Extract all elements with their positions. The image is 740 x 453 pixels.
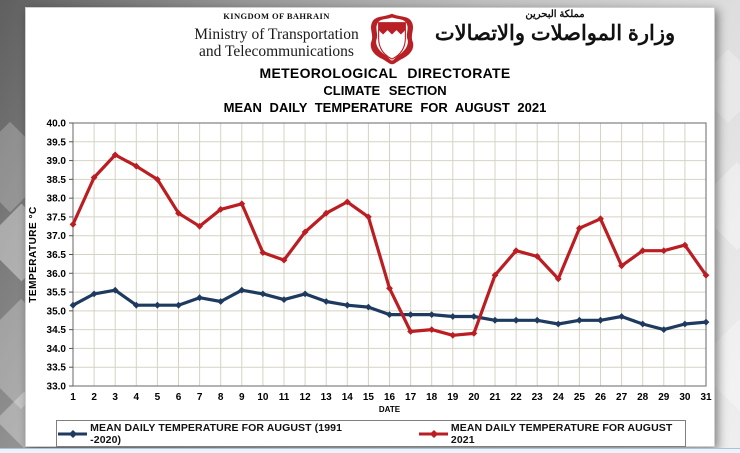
svg-text:39.0: 39.0 [47,156,67,167]
title-directorate: METEOROLOGICAL DIRECTORATE [259,65,511,81]
svg-text:24: 24 [553,392,565,403]
svg-text:35.5: 35.5 [47,288,67,299]
svg-text:13: 13 [321,392,333,403]
svg-text:38.5: 38.5 [47,175,67,186]
svg-text:29: 29 [658,392,670,403]
legend-line-sample-red [418,429,448,438]
svg-text:1: 1 [70,392,76,403]
svg-text:27: 27 [616,392,628,403]
svg-text:19: 19 [447,392,459,403]
arabic-ministry-text: وزارة المواصلات والاتصالات [434,22,676,45]
svg-text:33.5: 33.5 [47,363,67,374]
chart-legend: MEAN DAILY TEMPERATURE FOR AUGUST (1991 … [56,420,686,447]
svg-text:36.0: 36.0 [47,269,67,280]
svg-text:2: 2 [91,392,97,403]
svg-text:20: 20 [468,392,480,403]
svg-text:4: 4 [134,392,140,403]
svg-text:6: 6 [176,392,182,403]
ministry-name-text: Ministry of Transportation and Telecommu… [184,26,369,61]
svg-text:25: 25 [574,392,586,403]
svg-text:37.0: 37.0 [47,231,67,242]
kingdom-of-bahrain-text: KINGDOM OF BAHRAIN [223,11,330,21]
svg-text:10: 10 [257,392,269,403]
legend-label-2021: MEAN DAILY TEMPERATURE FOR AUGUST 2021 [450,421,673,446]
svg-text:28: 28 [637,392,649,403]
svg-text:11: 11 [279,392,290,403]
svg-text:26: 26 [595,392,607,403]
svg-text:9: 9 [239,392,245,403]
report-header: KINGDOM OF BAHRAIN Ministry of Transport… [26,8,716,66]
arabic-kingdom-text: مملكة البحرين [525,9,585,20]
svg-text:39.5: 39.5 [47,137,67,148]
svg-text:31: 31 [700,392,712,403]
svg-text:8: 8 [218,392,224,403]
svg-text:37.5: 37.5 [47,212,67,223]
ministry-english-block: KINGDOM OF BAHRAIN Ministry of Transport… [184,11,369,61]
ministry-arabic-block: مملكة البحرين وزارة المواصلات والاتصالات [424,9,686,46]
chart-title-block: METEOROLOGICAL DIRECTORATE CLIMATE SECTI… [26,65,716,116]
legend-item-2021: MEAN DAILY TEMPERATURE FOR AUGUST 2021 [418,422,685,446]
svg-text:DATE: DATE [379,405,401,414]
ministry-name-line2: and Telecommunications [199,43,354,61]
report-page: KINGDOM OF BAHRAIN Ministry of Transport… [25,7,715,447]
svg-text:17: 17 [405,392,417,403]
svg-text:5: 5 [155,392,161,403]
ministry-name-line1: Ministry of Transportation [194,26,359,43]
svg-text:22: 22 [511,392,523,403]
svg-text:38.0: 38.0 [47,194,67,205]
svg-text:34.5: 34.5 [47,325,67,336]
title-section: CLIMATE SECTION [323,83,447,98]
legend-item-normals: MEAN DAILY TEMPERATURE FOR AUGUST (1991 … [57,422,360,446]
svg-text:30: 30 [679,392,691,403]
svg-text:33.0: 33.0 [47,382,67,393]
bottom-edge-strip [0,448,740,453]
svg-text:7: 7 [197,392,203,403]
svg-text:18: 18 [426,392,438,403]
svg-text:14: 14 [342,392,354,403]
svg-text:36.5: 36.5 [47,250,67,261]
svg-text:12: 12 [300,392,312,403]
svg-text:35.0: 35.0 [47,306,67,317]
title-chart: MEAN DAILY TEMPERATURE FOR AUGUST 2021 [223,100,547,115]
bahrain-coat-of-arms-icon [368,13,416,65]
svg-text:TEMPERATURE °C: TEMPERATURE °C [28,206,39,302]
svg-text:3: 3 [112,392,118,403]
legend-line-sample-blue [58,429,88,438]
temperature-line-chart: 33.0 33.5 34.0 34.5 35.0 35.5 36.0 36.5 37.0 37.5… [28,119,712,415]
svg-text:23: 23 [532,392,544,403]
legend-label-normals: MEAN DAILY TEMPERATURE FOR AUGUST (1991 … [90,421,343,446]
svg-text:21: 21 [489,392,501,403]
svg-text:15: 15 [363,392,375,403]
svg-text:40.0: 40.0 [47,119,67,130]
svg-text:16: 16 [384,392,396,403]
svg-text:34.0: 34.0 [47,344,67,355]
